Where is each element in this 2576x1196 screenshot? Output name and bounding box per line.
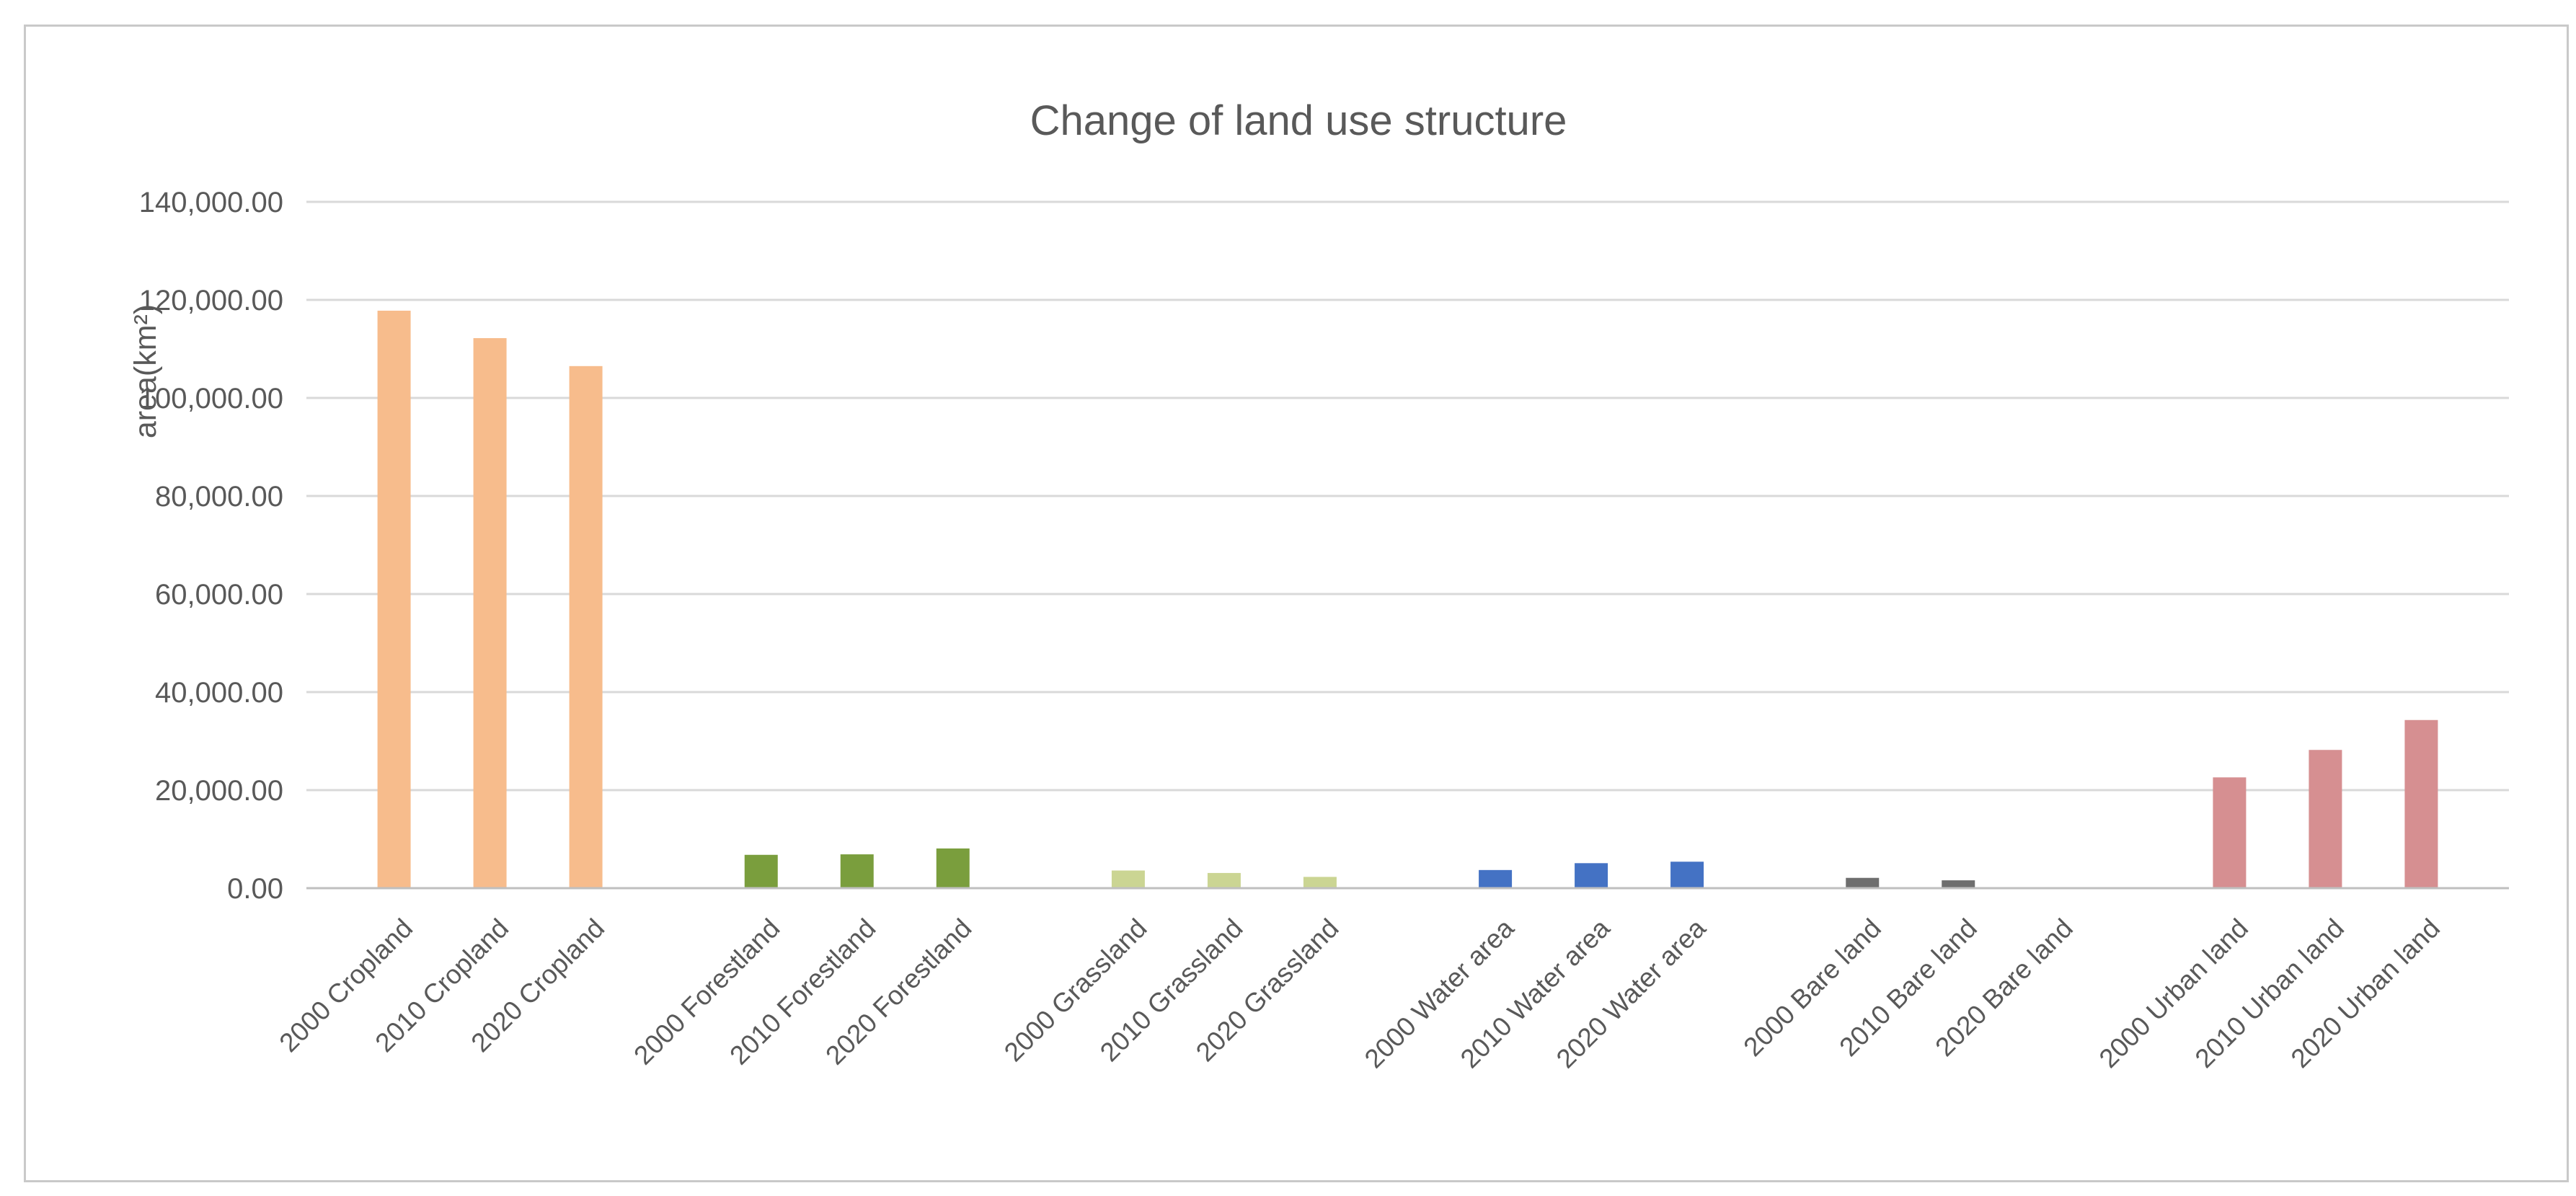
bar-2000-cropland	[377, 310, 411, 889]
bar-2010-cropland	[473, 338, 507, 888]
bar-2020-cropland	[569, 366, 603, 888]
bar-2010-bare-land	[1942, 880, 1975, 888]
bar-2010-grassland	[1207, 872, 1241, 888]
y-axis-tick-label: 20,000.00	[155, 775, 283, 807]
bar-2010-water-area	[1575, 863, 1608, 888]
y-axis-tick-label: 0.00	[227, 873, 283, 905]
chart-title: Change of land use structure	[1030, 97, 1567, 144]
y-axis-tick-label: 140,000.00	[139, 187, 283, 218]
bar-2000-grassland	[1111, 870, 1145, 888]
y-axis-tick-label: 60,000.00	[155, 579, 283, 611]
bar-2020-grassland	[1303, 877, 1337, 888]
bar-2000-forestland	[744, 854, 778, 888]
bar-2020-urban-land	[2404, 719, 2438, 888]
bar-2000-urban-land	[2213, 777, 2247, 888]
y-axis-tick-label: 80,000.00	[155, 481, 283, 513]
y-axis-tick-label: 40,000.00	[155, 677, 283, 709]
bar-2010-forestland	[840, 854, 874, 888]
chart-frame: Change of land use structure area(km²)	[24, 25, 2569, 1182]
y-axis-tick-label: 100,000.00	[139, 383, 283, 415]
bar-2020-forestland	[936, 848, 970, 888]
bar-2000-bare-land	[1846, 877, 1880, 888]
bar-2010-urban-land	[2309, 750, 2342, 888]
y-axis-tick-label: 120,000.00	[139, 285, 283, 316]
bar-2020-water-area	[1670, 861, 1704, 888]
bar-2000-water-area	[1479, 869, 1513, 888]
